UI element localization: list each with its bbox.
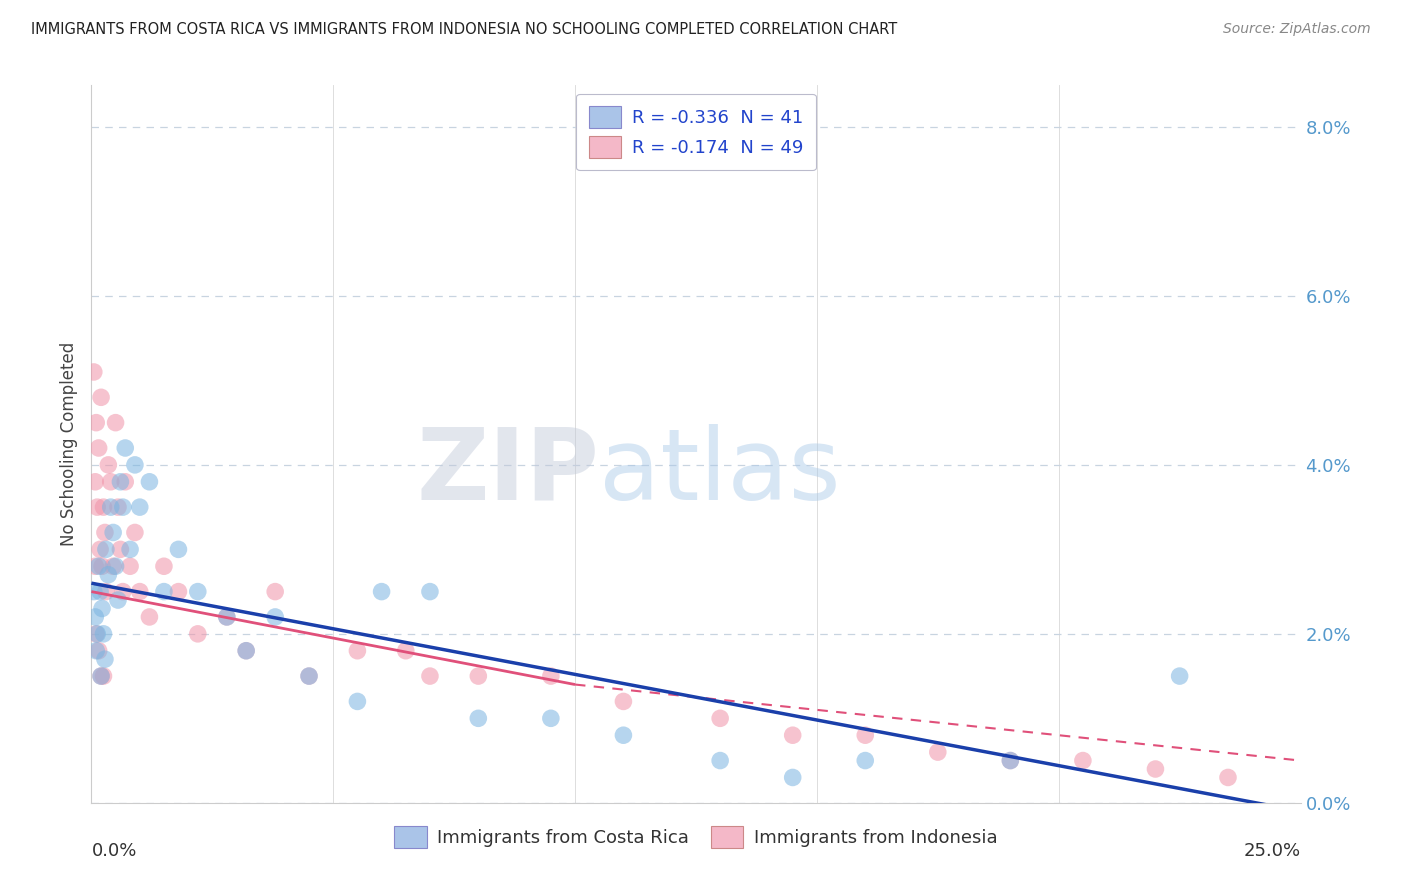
Point (114, 475, 136, 489)
Point (346, 644, 368, 658)
Point (128, 584, 150, 599)
Point (86, 627, 108, 641)
Point (395, 644, 418, 658)
Point (84, 627, 107, 641)
Point (187, 584, 209, 599)
Point (124, 525, 146, 540)
Point (83, 584, 105, 599)
Y-axis label: No Schooling Completed: No Schooling Completed (60, 342, 79, 546)
Point (298, 669, 321, 683)
Point (153, 559, 176, 574)
Point (612, 694, 634, 708)
Point (87, 559, 110, 574)
Point (120, 559, 142, 574)
Point (419, 584, 441, 599)
Text: ZIP: ZIP (416, 424, 599, 521)
Point (215, 610, 238, 624)
Point (89, 584, 111, 599)
Point (84, 610, 107, 624)
Point (84, 644, 107, 658)
Point (100, 500, 122, 515)
Point (110, 475, 132, 489)
Text: Source: ZipAtlas.com: Source: ZipAtlas.com (1223, 22, 1371, 37)
Point (153, 584, 176, 599)
Point (83, 365, 105, 379)
Point (94, 652, 117, 666)
Point (128, 500, 150, 515)
Point (138, 475, 160, 489)
Point (1144, 762, 1167, 776)
Point (1071, 754, 1094, 768)
Point (90, 669, 112, 683)
Legend: Immigrants from Costa Rica, Immigrants from Indonesia: Immigrants from Costa Rica, Immigrants f… (387, 818, 1005, 855)
Point (187, 627, 209, 641)
Point (104, 416, 127, 430)
Point (370, 584, 392, 599)
Text: atlas: atlas (599, 424, 841, 521)
Point (235, 644, 257, 658)
Point (97, 458, 120, 472)
Point (782, 771, 804, 785)
Point (1000, 754, 1022, 768)
Point (853, 754, 876, 768)
Point (97, 567, 120, 582)
Point (467, 669, 489, 683)
Point (107, 593, 129, 607)
Point (120, 542, 142, 557)
Point (84, 559, 107, 574)
Point (235, 644, 257, 658)
Point (167, 584, 190, 599)
Text: 0.0%: 0.0% (91, 842, 136, 860)
Point (91, 601, 114, 615)
Point (114, 441, 136, 455)
Point (93, 627, 115, 641)
Point (264, 610, 287, 624)
Point (215, 610, 238, 624)
Point (90, 390, 112, 404)
Point (419, 669, 441, 683)
Point (93, 500, 115, 515)
Point (1216, 771, 1239, 785)
Point (101, 559, 124, 574)
Point (612, 728, 634, 742)
Point (1168, 669, 1191, 683)
Point (107, 500, 129, 515)
Point (927, 745, 949, 759)
Point (540, 711, 562, 725)
Point (111, 500, 134, 515)
Point (138, 610, 160, 624)
Point (94, 584, 117, 599)
Point (264, 584, 287, 599)
Point (94, 542, 117, 557)
Point (709, 711, 731, 725)
Point (540, 669, 562, 683)
Point (94, 525, 117, 540)
Point (782, 728, 804, 742)
Point (86, 500, 108, 515)
Text: IMMIGRANTS FROM COSTA RICA VS IMMIGRANTS FROM INDONESIA NO SCHOOLING COMPLETED C: IMMIGRANTS FROM COSTA RICA VS IMMIGRANTS… (31, 22, 897, 37)
Point (1000, 754, 1022, 768)
Point (93, 669, 115, 683)
Point (89, 542, 111, 557)
Point (90, 669, 112, 683)
Point (87, 441, 110, 455)
Point (100, 475, 122, 489)
Point (298, 669, 321, 683)
Point (87, 644, 110, 658)
Point (91, 559, 114, 574)
Point (709, 754, 731, 768)
Point (124, 458, 146, 472)
Point (467, 711, 489, 725)
Point (84, 475, 107, 489)
Point (104, 559, 127, 574)
Point (167, 542, 190, 557)
Point (110, 542, 132, 557)
Point (84, 416, 107, 430)
Point (111, 584, 134, 599)
Point (853, 728, 876, 742)
Point (101, 525, 124, 540)
Text: 25.0%: 25.0% (1243, 842, 1301, 860)
Point (346, 694, 368, 708)
